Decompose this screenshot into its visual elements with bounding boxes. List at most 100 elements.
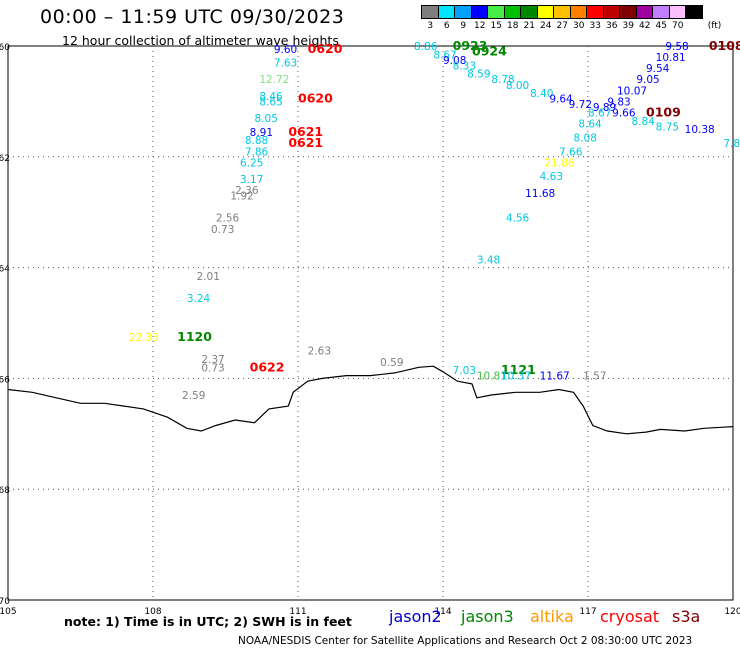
wave-height-value: 1.92: [230, 191, 253, 203]
scale-label: 24: [540, 21, 552, 31]
wave-height-value: 2.59: [182, 390, 205, 402]
pass-time-label: 1121: [501, 362, 536, 377]
wave-height-value: 0.59: [380, 357, 403, 369]
wave-height-value: 8.67: [588, 107, 611, 119]
wave-height-value: 8.84: [632, 116, 656, 128]
satellite-legend-cryosat: cryosat: [600, 607, 660, 626]
wave-height-value: 2.37: [201, 354, 224, 366]
credit-line: NOAA/NESDIS Center for Satellite Applica…: [238, 635, 693, 647]
wave-height-value: 22.33: [129, 332, 159, 344]
wave-height-value: 7.66: [559, 146, 583, 158]
wave-height-value: 4.63: [540, 171, 563, 183]
wave-height-value: 3.24: [187, 293, 211, 305]
pass-time-label: 0620: [308, 41, 343, 56]
scale-label: 70: [672, 21, 684, 31]
satellite-legend-s3a: s3a: [672, 607, 701, 626]
wave-height-value: 2.01: [197, 271, 220, 283]
scale-label: 27: [556, 21, 568, 31]
wave-height-value: 10.81: [656, 52, 686, 64]
wave-height-value: 2.56: [216, 213, 240, 225]
scale-unit: (ft): [707, 21, 722, 31]
wave-height-value: 7.03: [453, 365, 476, 377]
scale-label: 6: [443, 21, 450, 31]
lon-tick-label: 114: [434, 607, 451, 617]
wave-height-value: 8.08: [574, 132, 597, 144]
scale-label: 36: [606, 21, 618, 31]
wave-height-value: 8.67: [433, 49, 456, 61]
lon-tick-label: 108: [144, 607, 161, 617]
wave-height-value: 7.86: [723, 138, 740, 150]
wave-height-value: 9.66: [612, 107, 636, 119]
lon-tick-label: 117: [579, 607, 596, 617]
pass-time-label: 1120: [177, 329, 212, 344]
wave-height-value: 0.73: [201, 362, 224, 374]
wave-height-value: 9.05: [636, 74, 659, 86]
wave-height-value: 8.64: [578, 119, 602, 131]
pass-time-label: 0620: [298, 91, 333, 106]
lat-tick-label: -70: [0, 597, 10, 607]
wave-height-value: 11.67: [540, 371, 570, 383]
wave-height-value: 0.73: [211, 224, 234, 236]
lon-tick-label: 105: [0, 607, 17, 617]
wave-height-value: 8.40: [530, 88, 553, 100]
wave-height-value: 21.86: [545, 157, 575, 169]
scale-label: 42: [639, 21, 651, 31]
scale-label: 33: [589, 21, 601, 31]
pass-time-label: 0621: [288, 124, 323, 139]
page-title: 00:00 – 11:59 UTC 09/30/2023: [40, 6, 345, 28]
wave-height-value: 8.86: [414, 41, 438, 53]
wave-height-value: 10.38: [685, 124, 715, 136]
lat-tick-label: -68: [0, 486, 10, 496]
wave-height-value: 8.00: [506, 80, 529, 92]
wave-height-value: 9.72: [569, 99, 592, 111]
wave-height-value: 2.63: [308, 346, 331, 358]
antarctic-coastline: [7, 365, 734, 435]
pass-time-label: 0924: [472, 44, 507, 59]
wave-height-value: 12.72: [259, 74, 289, 86]
satellite-legend-altika: altika: [530, 607, 574, 626]
scale-label: 12: [474, 21, 486, 31]
satellite-legend-jason2: jason2: [389, 607, 442, 626]
wave-height-value: 9.89: [593, 102, 616, 114]
wave-height-value: 4.56: [506, 213, 530, 225]
wave-height-value: 9.54: [646, 63, 670, 75]
lon-tick-label: 120: [724, 607, 740, 617]
wave-height-value: 10.81: [477, 371, 507, 383]
lat-tick-label: -66: [0, 375, 10, 385]
wave-height-value: 8.78: [491, 74, 514, 86]
wave-height-value: 8.65: [259, 96, 282, 108]
wave-height-value: 6.25: [240, 157, 263, 169]
wave-height-value: 8.91: [250, 127, 273, 139]
wave-height-value: 8.59: [467, 69, 490, 81]
wave-height-value: 8.05: [255, 113, 278, 125]
scale-label: 3: [427, 21, 434, 31]
wave-height-value: 9.64: [549, 94, 573, 106]
lon-tick-label: 111: [289, 607, 306, 617]
pass-time-label: 0108: [709, 38, 740, 53]
scale-label: 15: [490, 21, 502, 31]
wave-height-value: 9.58: [665, 41, 688, 53]
pass-time-label: 0621: [288, 135, 323, 150]
wave-height-value: 2.36: [235, 185, 259, 197]
scale-label: 18: [507, 21, 519, 31]
wave-height-value: 3.17: [240, 174, 263, 186]
lat-tick-label: -64: [0, 265, 10, 275]
pass-time-label: 0109: [646, 104, 681, 119]
pass-time-label: 0622: [250, 359, 285, 374]
scale-label: 30: [573, 21, 585, 31]
wave-height-value: 8.46: [259, 91, 283, 103]
map-frame: [7, 45, 734, 601]
wave-height-value: 9.08: [443, 55, 466, 67]
scale-label: 21: [523, 21, 535, 31]
color-scale-labels: 3 6 9 12 15 18 21 24 27 30 33 36 39 42 45 70 (ft): [422, 21, 727, 31]
wave-height-value: 7.86: [245, 146, 269, 158]
satellite-legend-jason3: jason3: [461, 607, 514, 626]
wave-height-value: 7.63: [274, 58, 297, 70]
wave-height-value: 10.07: [617, 85, 647, 97]
pass-time-label: 0923: [453, 38, 488, 53]
wave-height-value: 8.88: [245, 135, 268, 147]
wave-height-value: 1.57: [583, 371, 606, 383]
scale-label: 45: [655, 21, 667, 31]
wave-height-value: 11.68: [525, 188, 555, 200]
